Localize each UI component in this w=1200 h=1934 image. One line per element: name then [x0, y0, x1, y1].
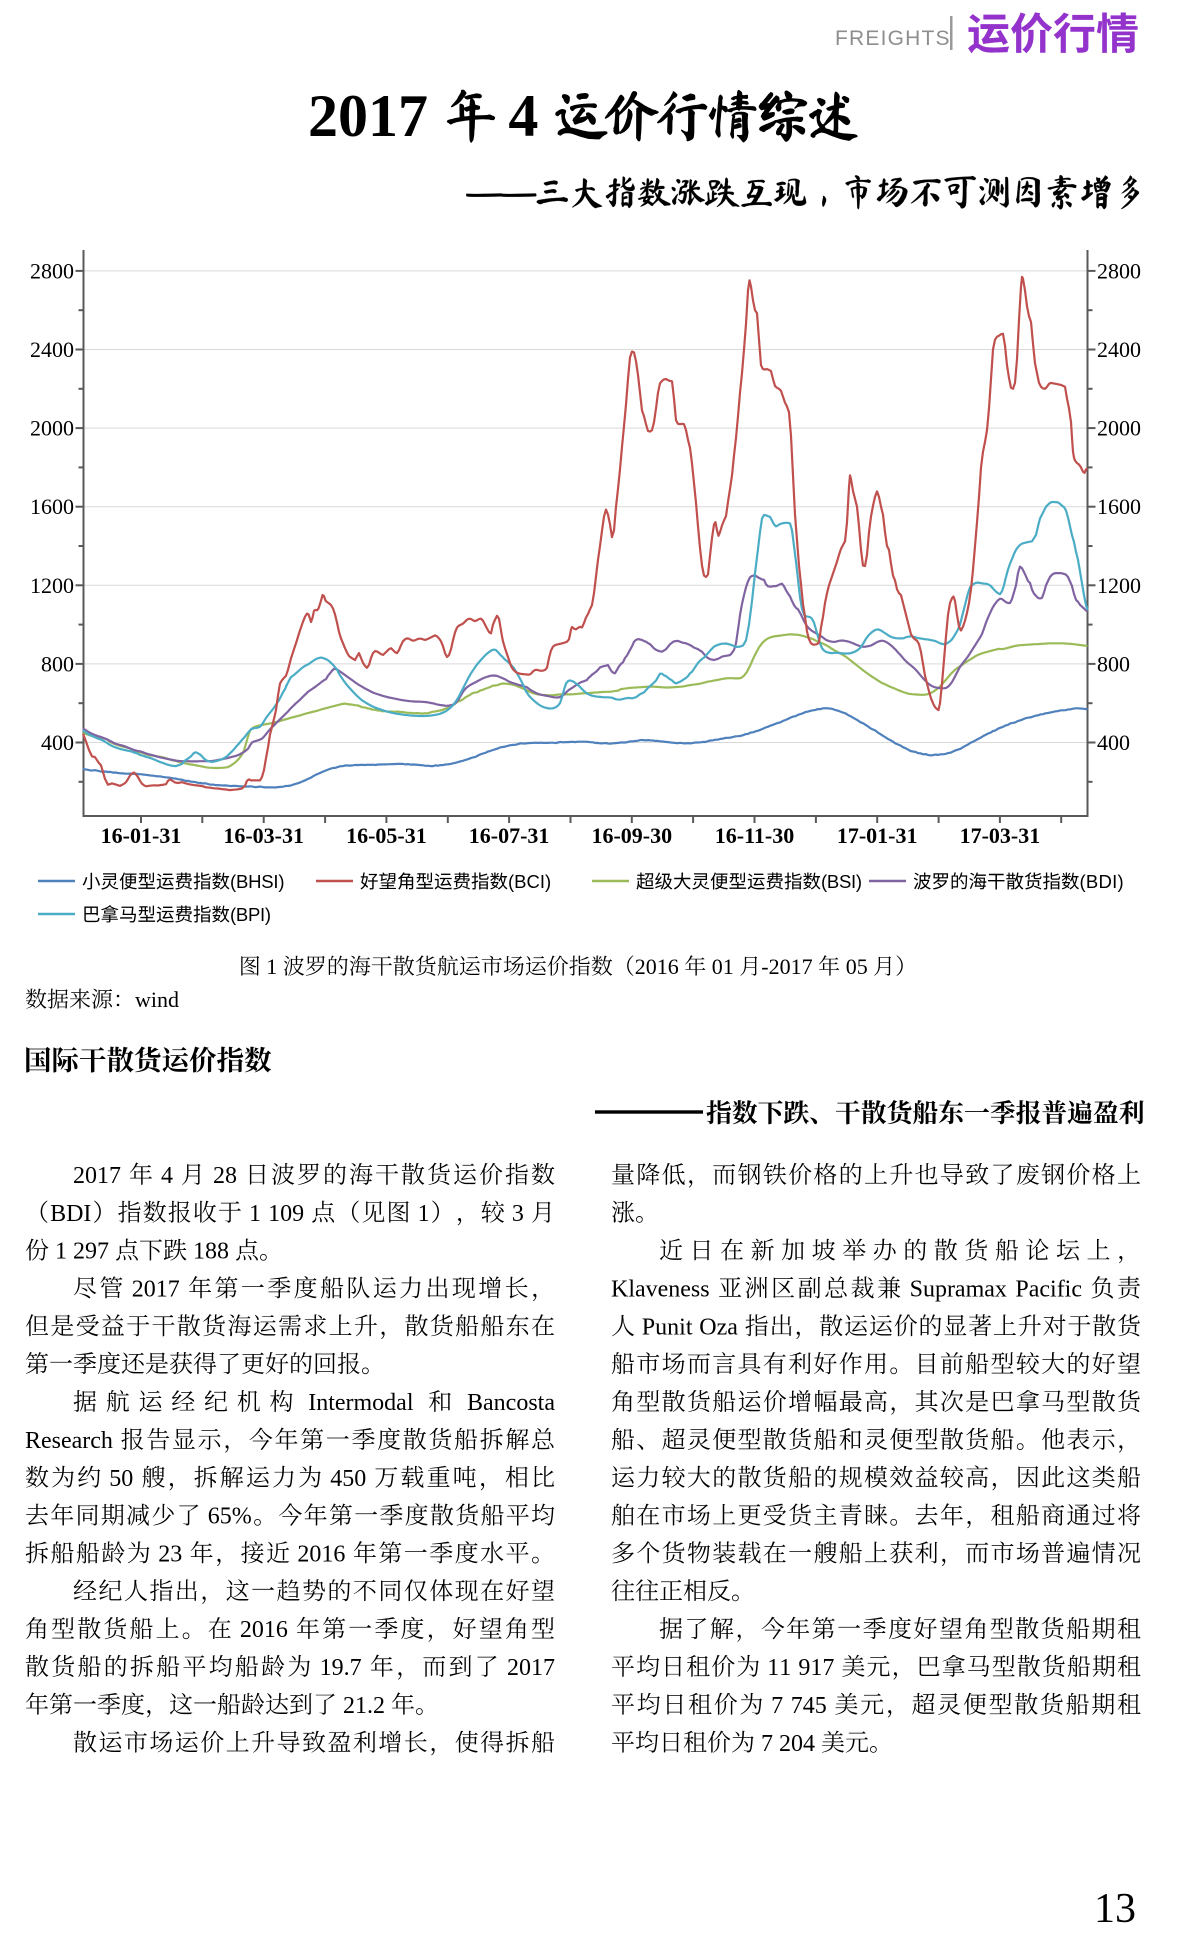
svg-text:wind: wind: [135, 987, 179, 1012]
svg-text:400: 400: [41, 730, 74, 755]
svg-text:1600: 1600: [1097, 494, 1141, 519]
svg-text:17-01-31: 17-01-31: [837, 823, 918, 848]
svg-text:2017: 2017: [132, 1277, 180, 1303]
svg-text:1: 1: [249, 1201, 261, 1227]
svg-text:16-09-30: 16-09-30: [591, 823, 672, 848]
svg-text:Klaveness: Klaveness: [611, 1277, 710, 1303]
svg-text:(BCI): (BCI): [508, 871, 551, 892]
svg-text:Intermodal: Intermodal: [308, 1390, 414, 1416]
svg-text:204: 204: [779, 1731, 815, 1757]
svg-text:2800: 2800: [1097, 258, 1141, 283]
svg-text:2017: 2017: [73, 1163, 121, 1189]
svg-text:11: 11: [767, 1655, 791, 1681]
svg-text:(BDI): (BDI): [1080, 871, 1124, 892]
svg-text:2000: 2000: [1097, 416, 1141, 441]
svg-text:4: 4: [508, 83, 538, 149]
svg-text:28: 28: [213, 1163, 237, 1189]
svg-text:Bancosta: Bancosta: [467, 1390, 555, 1416]
svg-text:50: 50: [109, 1466, 133, 1492]
svg-text:1: 1: [418, 1201, 430, 1227]
svg-text:2017: 2017: [507, 1655, 555, 1681]
svg-text:800: 800: [41, 651, 74, 676]
svg-text:2017: 2017: [308, 83, 428, 149]
svg-text:4: 4: [161, 1163, 173, 1189]
svg-text:16-03-31: 16-03-31: [223, 823, 304, 848]
svg-text:1200: 1200: [30, 573, 74, 598]
svg-text:(BHSI): (BHSI): [230, 871, 285, 892]
svg-text:450: 450: [330, 1466, 366, 1492]
svg-text:2800: 2800: [30, 258, 74, 283]
svg-text:17-03-31: 17-03-31: [960, 823, 1041, 848]
svg-text:1200: 1200: [1097, 573, 1141, 598]
svg-text:Pacific: Pacific: [1015, 1277, 1082, 1303]
svg-text:16-05-31: 16-05-31: [346, 823, 427, 848]
svg-text:917: 917: [798, 1655, 834, 1681]
svg-text:65%: 65%: [208, 1504, 252, 1530]
svg-text:400: 400: [1097, 730, 1130, 755]
svg-text:2400: 2400: [30, 337, 74, 362]
svg-text:Research: Research: [25, 1428, 113, 1454]
svg-text:109: 109: [268, 1201, 304, 1227]
svg-text:297: 297: [73, 1239, 109, 1265]
svg-text:7: 7: [761, 1731, 773, 1757]
svg-text:Oza: Oza: [699, 1314, 738, 1340]
svg-text:Supramax: Supramax: [910, 1277, 1007, 1303]
svg-text:Punit: Punit: [642, 1314, 693, 1340]
svg-text:(BPI): (BPI): [230, 904, 271, 925]
svg-text:19.7: 19.7: [320, 1655, 362, 1681]
svg-text:7: 7: [771, 1693, 783, 1719]
svg-text:2016: 2016: [297, 1542, 345, 1568]
svg-text:16-01-31: 16-01-31: [101, 823, 182, 848]
svg-text:23: 23: [158, 1542, 182, 1568]
svg-text:1: 1: [266, 954, 277, 979]
svg-text:1: 1: [55, 1239, 67, 1265]
svg-text:2000: 2000: [30, 416, 74, 441]
svg-text:FREIGHTS: FREIGHTS: [835, 27, 951, 50]
svg-text:01: 01: [712, 954, 734, 979]
svg-text:16-11-30: 16-11-30: [715, 823, 794, 848]
svg-text:16-07-31: 16-07-31: [469, 823, 550, 848]
svg-text:2016: 2016: [635, 954, 679, 979]
svg-text:-2017: -2017: [761, 954, 812, 979]
svg-text:745: 745: [791, 1693, 827, 1719]
svg-text:2016: 2016: [240, 1617, 288, 1643]
svg-text:13: 13: [1094, 1886, 1136, 1932]
svg-text:3: 3: [512, 1201, 524, 1227]
svg-text:05: 05: [846, 954, 868, 979]
svg-text:BDI: BDI: [50, 1201, 91, 1227]
svg-text:1600: 1600: [30, 494, 74, 519]
svg-text:2400: 2400: [1097, 337, 1141, 362]
svg-text:21.2: 21.2: [343, 1693, 385, 1719]
svg-text:(BSI): (BSI): [821, 871, 862, 892]
svg-text:800: 800: [1097, 651, 1130, 676]
svg-text:188: 188: [193, 1239, 229, 1265]
